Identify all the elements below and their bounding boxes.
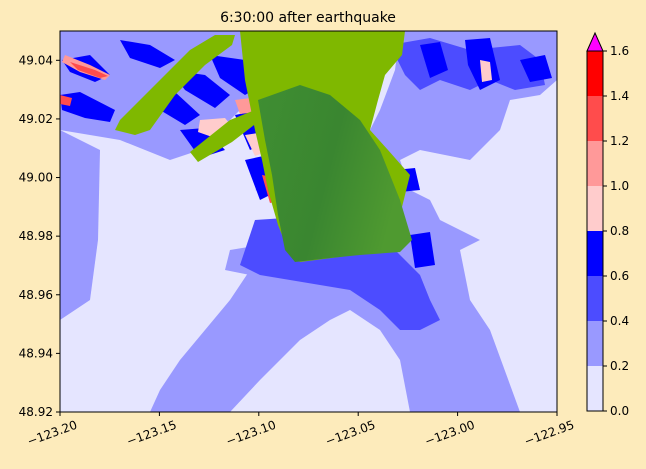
colorbar-tick-label: 1.4 [610,89,629,103]
y-tick-label: 49.04 [19,53,53,67]
colorbar-level [587,51,603,96]
colorbar-level [587,231,603,276]
colorbar-level [587,321,603,366]
x-tick-label: −123.15 [125,418,179,449]
land-strip-northwest [115,35,235,135]
y-axis: 48.92 48.94 48.96 48.98 49.00 49.02 49.04 [19,53,60,419]
x-axis: −123.20 −123.15 −123.10 −123.05 −123.00 −122.… [25,412,576,449]
x-tick-label: −123.20 [25,418,79,449]
x-tick-label: −122.95 [522,418,576,449]
colorbar-tick-label: 1.0 [610,179,629,193]
colorbar-tick-label: 0.8 [610,224,629,238]
colorbar-tick-label: 0.4 [610,314,629,328]
colorbar-tick-label: 1.2 [610,134,629,148]
colorbar-level [587,96,603,141]
map-plot [60,31,557,412]
y-tick-label: 48.92 [19,405,53,419]
x-tick-label: −123.00 [423,418,477,449]
y-tick-label: 48.96 [19,288,53,302]
map-frame [59,30,558,413]
y-tick-label: 48.98 [19,229,53,243]
colorbar-tick-label: 0.6 [610,269,629,283]
colorbar-level [587,276,603,321]
colorbar-extend-arrow [586,31,604,52]
land-peninsula [258,85,412,262]
colorbar: 0.0 0.2 0.4 0.6 0.8 1.0 1.2 1.4 1.6 [586,31,629,418]
colorbar-tick-label: 0.2 [610,359,629,373]
y-tick-label: 48.94 [19,346,53,360]
y-tick-label: 49.02 [19,112,53,126]
x-tick-label: −123.05 [324,418,378,449]
map-title: 6:30:00 after earthquake [220,10,396,26]
colorbar-level [587,186,603,231]
land [115,31,412,262]
x-tick-label: −123.10 [224,418,278,449]
y-tick-label: 49.00 [19,171,53,185]
colorbar-level [587,366,603,411]
colorbar-tick-label: 1.6 [610,44,629,58]
colorbar-tick-label: 0.0 [610,404,629,418]
colorbar-level [587,141,603,186]
land-strip-diagonal [190,110,258,162]
